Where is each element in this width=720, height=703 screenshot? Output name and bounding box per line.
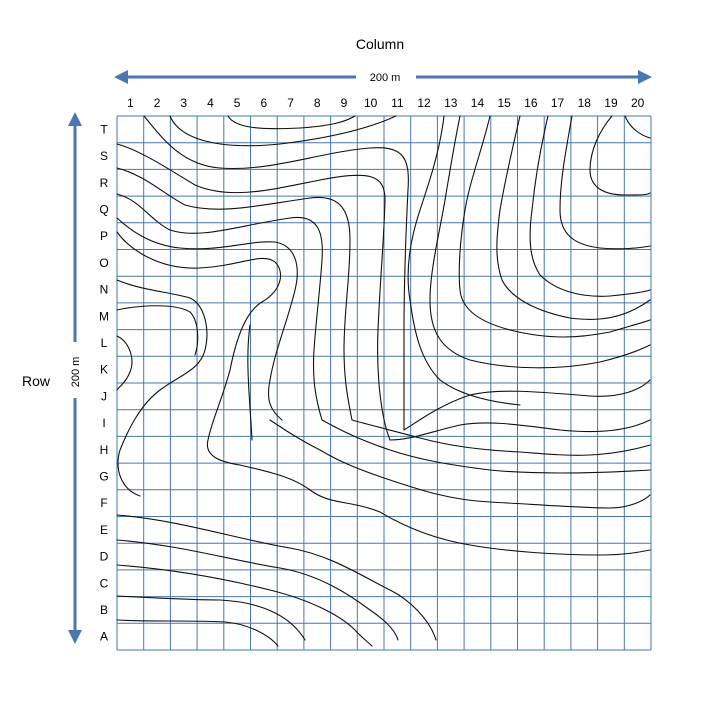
contour-line (458, 115, 651, 338)
column-label: 1 (127, 96, 134, 110)
vertical-distance-arrow: 200 m (68, 112, 82, 644)
column-label: 6 (261, 96, 268, 110)
contour-line (496, 115, 651, 320)
column-label: 20 (631, 96, 645, 110)
row-label: B (100, 603, 108, 617)
row-label: R (100, 176, 109, 190)
row-label: T (100, 122, 108, 136)
contour-line (116, 595, 306, 641)
column-label: 16 (524, 96, 538, 110)
contour-line (239, 464, 651, 556)
contour-line (624, 115, 651, 139)
column-label: 9 (341, 96, 348, 110)
contour-line (116, 564, 373, 647)
column-label: 12 (417, 96, 431, 110)
column-label: 5 (234, 96, 241, 110)
column-label: 11 (391, 96, 404, 110)
contour-line (116, 143, 391, 441)
vertical-distance-label: 200 m (70, 357, 82, 388)
contour-line (429, 115, 651, 369)
column-label: 13 (444, 96, 458, 110)
row-label: O (99, 256, 108, 270)
row-label: F (100, 496, 107, 510)
row-label: J (101, 389, 107, 403)
column-label: 15 (497, 96, 511, 110)
contour-line (116, 539, 399, 641)
contour-line (529, 115, 651, 297)
column-label: 19 (604, 96, 618, 110)
column-label: 2 (154, 96, 161, 110)
contour-line (351, 419, 651, 456)
column-label: 17 (551, 96, 565, 110)
contour-line (116, 619, 279, 647)
row-label: N (100, 283, 109, 297)
column-labels: 1 2 3 4 5 6 7 8 9 10 11 12 13 14 15 16 17 18 19 20 (127, 96, 645, 110)
row-label: E (100, 523, 108, 537)
row-label: K (100, 363, 108, 377)
contour-line (116, 167, 353, 421)
contour-line (269, 419, 651, 509)
grid (116, 115, 652, 651)
column-label: 3 (180, 96, 187, 110)
contour-line (116, 217, 298, 421)
horizontal-distance-arrow: 200 m (114, 70, 652, 84)
row-label: L (101, 336, 108, 350)
contour-line (116, 335, 133, 391)
contour-line (116, 305, 199, 356)
contour-line (116, 514, 437, 641)
row-label: H (100, 443, 109, 457)
column-label: 8 (314, 96, 321, 110)
row-axis-title: Row (22, 373, 51, 389)
row-label: G (99, 469, 108, 483)
contour-line (116, 231, 282, 466)
row-label: P (100, 229, 108, 243)
row-label: I (102, 416, 105, 430)
contour-line (116, 279, 208, 497)
column-label: 10 (364, 96, 378, 110)
contour-line (389, 419, 651, 441)
contour-line (559, 115, 651, 250)
column-axis-title: Column (356, 36, 404, 52)
contour-line (321, 419, 651, 474)
row-label: D (100, 550, 109, 564)
column-label: 14 (471, 96, 485, 110)
column-label: 18 (578, 96, 592, 110)
contour-lines (116, 115, 651, 647)
row-label: S (100, 149, 108, 163)
contour-line (589, 115, 651, 196)
row-label: Q (99, 202, 108, 216)
contour-line (407, 115, 521, 406)
column-label: 7 (287, 96, 294, 110)
contour-line (247, 324, 253, 441)
horizontal-distance-label: 200 m (370, 72, 401, 84)
contour-line (169, 115, 397, 147)
row-label: A (100, 630, 108, 644)
contour-line (116, 193, 323, 421)
contour-line (227, 115, 356, 130)
column-label: 4 (207, 96, 214, 110)
contour-line (143, 115, 409, 431)
row-label: C (100, 576, 109, 590)
contour-line (403, 379, 651, 431)
row-label: M (99, 309, 109, 323)
